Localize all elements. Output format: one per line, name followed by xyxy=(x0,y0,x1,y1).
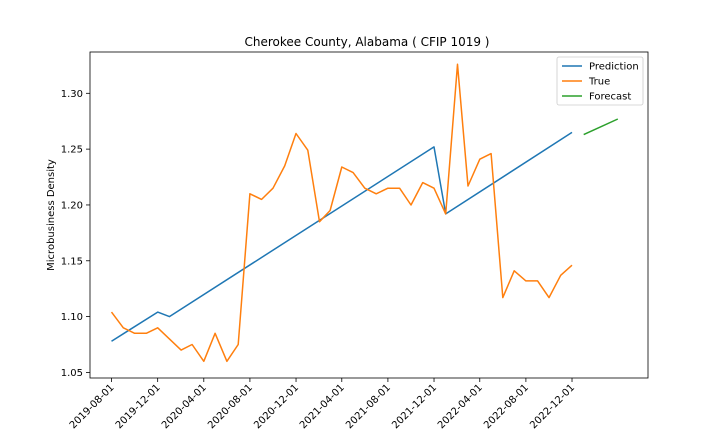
y-tick-label: 1.20 xyxy=(61,200,83,211)
x-tick-label: 2022-08-01 xyxy=(482,382,531,431)
x-tick-label: 2022-12-01 xyxy=(528,382,577,431)
y-tick-label: 1.30 xyxy=(61,89,83,100)
chart-title: Cherokee County, Alabama ( CFIP 1019 ) xyxy=(245,35,490,49)
x-tick-label: 2022-04-01 xyxy=(436,382,485,431)
x-tick-label: 2021-12-01 xyxy=(390,382,439,431)
legend-frame xyxy=(556,56,644,106)
plot-frame xyxy=(89,51,649,379)
legend-label-forecast: Forecast xyxy=(589,92,631,103)
y-tick-label: 1.05 xyxy=(61,368,83,379)
x-tick-label: 2020-12-01 xyxy=(252,382,301,431)
legend-label-prediction: Prediction xyxy=(589,62,639,73)
series-line-prediction xyxy=(111,131,573,342)
x-tick-label: 2021-04-01 xyxy=(298,382,347,431)
legend-label-true: True xyxy=(588,77,610,88)
series-line-true xyxy=(110,63,573,363)
legend: Prediction True Forecast xyxy=(556,56,644,106)
x-tick-label: 2019-08-01 xyxy=(68,382,117,431)
x-tick-label: 2019-12-01 xyxy=(114,382,163,431)
x-tick-label: 2021-08-01 xyxy=(344,382,393,431)
series-line-forecast xyxy=(583,118,619,136)
y-axis-label: Microbusiness Density xyxy=(46,159,57,271)
x-tick-label: 2020-04-01 xyxy=(160,382,209,431)
y-tick-label: 1.10 xyxy=(61,312,83,323)
x-tick-label: 2020-08-01 xyxy=(206,382,255,431)
y-tick-label: 1.15 xyxy=(61,256,83,267)
y-tick-label: 1.25 xyxy=(61,145,83,156)
